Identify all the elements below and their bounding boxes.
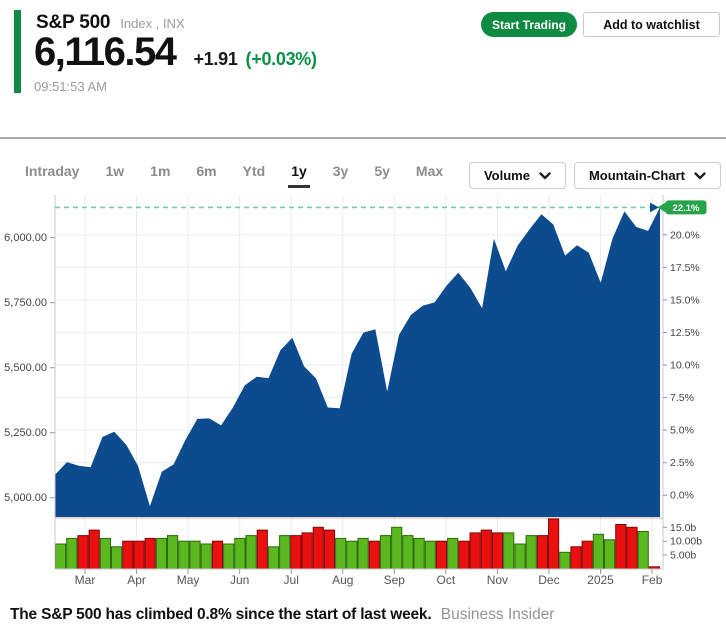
tab-ytd[interactable]: Ytd <box>242 163 266 179</box>
caption-text: The S&P 500 has climbed 0.8% since the s… <box>10 606 432 623</box>
svg-text:Oct: Oct <box>437 573 456 587</box>
svg-text:Apr: Apr <box>127 573 146 587</box>
svg-text:12.5%: 12.5% <box>670 327 700 339</box>
volume-axis-labels: 5.00b 10.00b 15.0b <box>663 522 702 562</box>
svg-text:7.5%: 7.5% <box>670 392 694 404</box>
price-axis-labels: 5,000.00 5,250.00 5,500.00 5,750.00 6,000.00 <box>4 232 55 504</box>
svg-text:5,250.00: 5,250.00 <box>4 427 47 439</box>
svg-text:5.00b: 5.00b <box>670 550 696 562</box>
svg-text:Mar: Mar <box>75 573 96 587</box>
svg-text:Nov: Nov <box>487 573 508 587</box>
svg-text:5.0%: 5.0% <box>670 425 694 437</box>
tab-1w[interactable]: 1w <box>105 163 125 179</box>
svg-text:10.0%: 10.0% <box>670 359 700 371</box>
svg-text:Jul: Jul <box>284 573 299 587</box>
tab-3y[interactable]: 3y <box>332 163 349 179</box>
price-change-percent: (+0.03%) <box>245 49 317 69</box>
symbol-row: S&P 500 Index , INX <box>36 12 185 34</box>
svg-text:Sep: Sep <box>384 573 406 587</box>
current-price: 6,116.54 <box>34 30 177 74</box>
svg-text:2025: 2025 <box>587 573 614 587</box>
tab-5y[interactable]: 5y <box>374 163 390 179</box>
svg-text:15.0%: 15.0% <box>670 294 700 306</box>
chart-option-dropdowns: Volume Mountain-Chart <box>468 162 721 189</box>
section-divider <box>0 137 726 139</box>
volume-dropdown[interactable]: Volume <box>468 162 566 189</box>
svg-text:Feb: Feb <box>642 573 663 587</box>
tab-6m[interactable]: 6m <box>196 163 217 179</box>
mountain-chart-dropdown[interactable]: Mountain-Chart <box>573 162 721 189</box>
dropdown-label: Volume <box>483 168 530 183</box>
add-to-watchlist-button[interactable]: Add to watchlist <box>583 12 720 37</box>
svg-text:5,000.00: 5,000.00 <box>4 492 47 504</box>
svg-text:6,000.00: 6,000.00 <box>4 232 47 244</box>
current-percent-badge: 22.1% <box>657 200 707 215</box>
plot-frame <box>54 195 664 570</box>
dropdown-label: Mountain-Chart <box>588 168 685 183</box>
chevron-down-icon <box>539 171 551 179</box>
svg-text:15.0b: 15.0b <box>670 522 696 534</box>
exchange-label: Index , INX <box>120 16 185 31</box>
svg-text:Dec: Dec <box>538 573 559 587</box>
caption: The S&P 500 has climbed 0.8% since the s… <box>10 606 554 624</box>
svg-text:Jun: Jun <box>230 573 249 587</box>
tab-intraday[interactable]: Intraday <box>25 163 80 179</box>
month-axis-labels: Mar Apr May Jun Jul Aug Sep Oct Nov Dec 2025 Feb <box>75 569 663 587</box>
svg-text:20.0%: 20.0% <box>670 229 700 241</box>
tab-1m[interactable]: 1m <box>150 163 171 179</box>
price-area <box>55 207 660 517</box>
caption-source: Business Insider <box>440 606 555 623</box>
quote-timestamp: 09:51:53 AM <box>34 79 107 94</box>
svg-text:22.1%: 22.1% <box>673 203 700 214</box>
price-row: 6,116.54 +1.91 (+0.03%) <box>34 30 317 75</box>
svg-text:2.5%: 2.5% <box>670 457 694 469</box>
start-trading-button[interactable]: Start Trading <box>481 12 577 37</box>
tab-1y[interactable]: 1y <box>288 163 310 188</box>
svg-text:May: May <box>177 573 200 587</box>
price-change: +1.91 <box>193 49 238 69</box>
svg-text:0.0%: 0.0% <box>670 490 694 502</box>
range-tabs: Intraday 1w 1m 6m Ytd 1y 3y 5y Max <box>25 163 443 188</box>
svg-text:10.00b: 10.00b <box>670 536 702 548</box>
chart-canvas[interactable]: 5,000.00 5,250.00 5,500.00 5,750.00 6,000.00… <box>0 0 726 600</box>
svg-text:5,500.00: 5,500.00 <box>4 362 47 374</box>
percent-axis-labels: 0.0% 2.5% 5.0% 7.5% 10.0% 12.5% 15.0% 17.5% 20.0… <box>663 229 700 502</box>
current-point-marker <box>650 202 659 213</box>
svg-text:17.5%: 17.5% <box>670 262 700 274</box>
volume-bars <box>55 518 660 570</box>
svg-text:Aug: Aug <box>332 573 353 587</box>
svg-text:5,750.00: 5,750.00 <box>4 297 47 309</box>
tab-max[interactable]: Max <box>415 163 444 179</box>
chevron-down-icon <box>694 171 706 179</box>
accent-bar <box>14 10 21 93</box>
symbol-name: S&P 500 <box>36 12 111 33</box>
